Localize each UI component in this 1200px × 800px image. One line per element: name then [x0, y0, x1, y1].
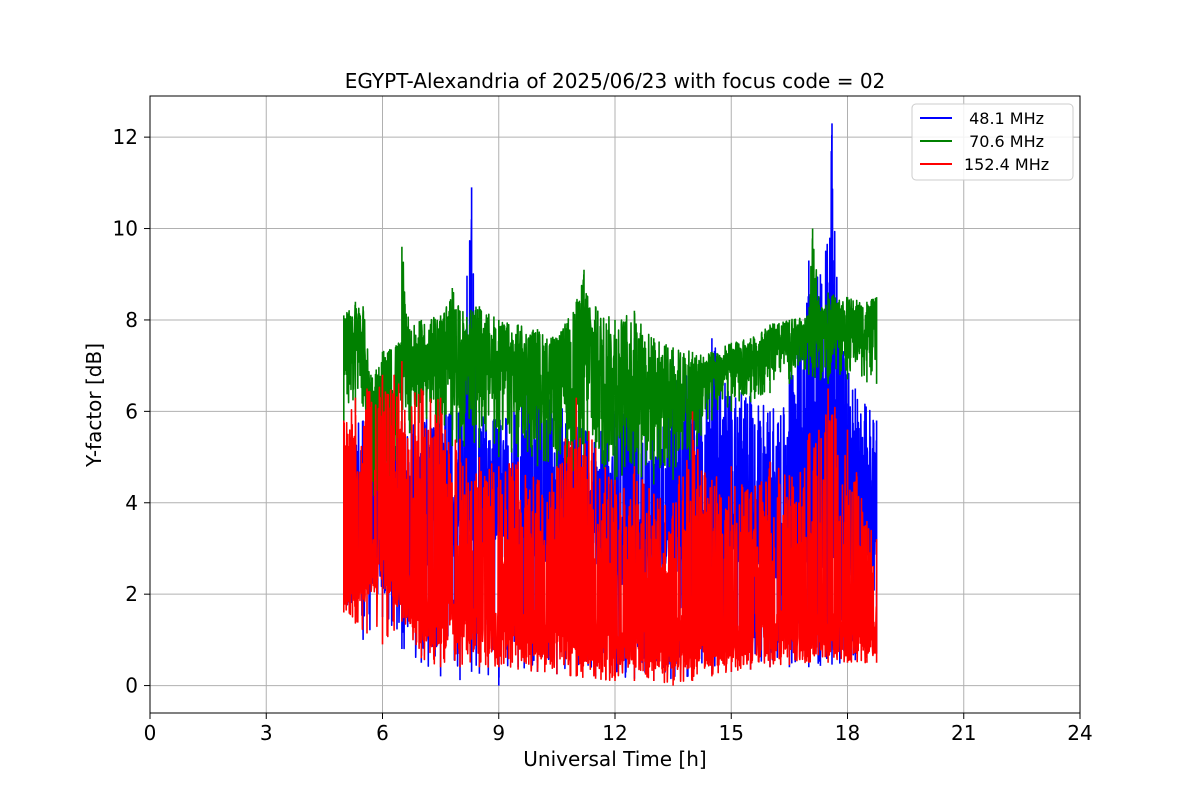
y-axis-label: Y-factor [dB]	[82, 343, 106, 468]
x-axis-label: Universal Time [h]	[523, 747, 706, 771]
x-tick-label: 24	[1067, 721, 1092, 745]
x-tick-label: 21	[951, 721, 976, 745]
legend-label: 48.1 MHz	[964, 109, 1044, 128]
series-line	[343, 361, 878, 686]
y-tick-label: 10	[113, 217, 138, 241]
y-tick-label: 6	[125, 399, 138, 423]
y-tick-label: 12	[113, 125, 138, 149]
series-layer	[343, 123, 878, 686]
x-tick-label: 0	[144, 721, 157, 745]
x-tick-label: 18	[835, 721, 860, 745]
legend: 48.1 MHz 70.6 MHz 152.4 MHz	[911, 103, 1074, 181]
x-tick-label: 9	[492, 721, 505, 745]
x-tick-label: 6	[376, 721, 389, 745]
legend-box	[911, 103, 1074, 181]
legend-label: 152.4 MHz	[964, 155, 1049, 174]
chart-title: EGYPT-Alexandria of 2025/06/23 with focu…	[345, 69, 886, 93]
x-tick-label: 15	[719, 721, 744, 745]
y-tick-label: 4	[125, 491, 138, 515]
x-tick-label: 12	[602, 721, 627, 745]
y-tick-label: 0	[125, 674, 138, 698]
series-2	[343, 361, 878, 686]
legend-label: 70.6 MHz	[964, 132, 1044, 151]
y-tick-label: 8	[125, 308, 138, 332]
y-tick-label: 2	[125, 582, 138, 606]
x-tick-label: 3	[260, 721, 273, 745]
